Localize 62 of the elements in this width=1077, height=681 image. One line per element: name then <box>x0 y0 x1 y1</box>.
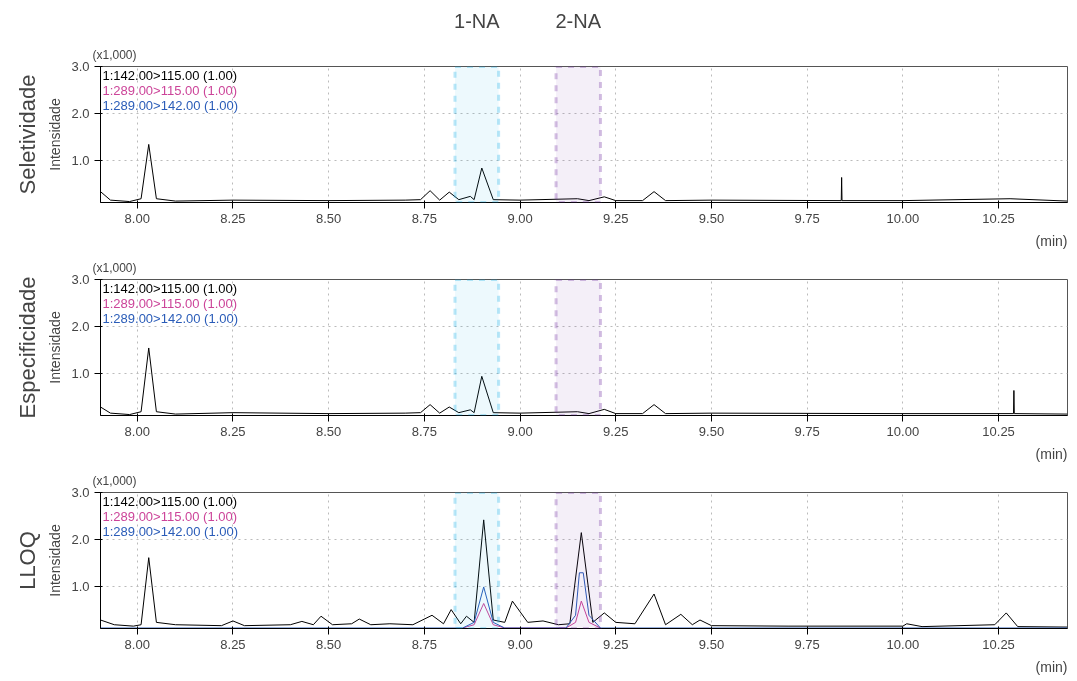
x-tick-label: 8.50 <box>316 210 342 226</box>
text: Especificidade <box>14 276 40 419</box>
x-tick-label: 8.50 <box>316 423 342 439</box>
x-tick-label: 9.75 <box>794 636 820 652</box>
text: Seletividade <box>14 74 40 195</box>
x-tick-label: 8.25 <box>220 423 246 439</box>
legend-label: 1:289.00>115.00 (1.00) <box>102 82 238 98</box>
x-tick-label: 9.50 <box>698 636 725 652</box>
legend-label: 1:289.00>142.00 (1.00) <box>102 97 239 113</box>
y-axis-title: Intensidade <box>47 98 64 171</box>
text: 1:142.00>115.00 (1.00) <box>102 493 238 509</box>
text: 1:142.00>115.00 (1.00) <box>102 67 238 83</box>
x-tick-label: 9.75 <box>794 423 820 439</box>
legend-label: 1:289.00>115.00 (1.00) <box>102 295 238 311</box>
y-tick-label: 1.0 <box>71 366 90 382</box>
x-tick-label: 8.00 <box>124 210 150 226</box>
x-axis-title: (min) <box>1035 658 1068 675</box>
x-tick-label: 8.75 <box>411 210 438 226</box>
x-tick-label: 8.50 <box>316 636 342 652</box>
text: (x1,000) <box>92 47 137 62</box>
text: (x1,000) <box>92 260 137 275</box>
x-tick-label: 10.00 <box>886 423 920 439</box>
y-tick-label: 2.0 <box>71 532 90 548</box>
y-tick-label: 3.0 <box>71 272 90 287</box>
y-axis-title: Intensidade <box>47 311 64 384</box>
y-tick-label: 2.0 <box>71 106 90 122</box>
band-label: 1-NA <box>454 9 501 32</box>
x-tick-label: 8.75 <box>411 423 438 439</box>
x-tick-label: 8.25 <box>220 210 246 226</box>
text: 1:289.00>142.00 (1.00) <box>102 523 239 539</box>
x-tick-label: 9.50 <box>698 210 725 226</box>
legend-label: 1:289.00>142.00 (1.00) <box>102 310 239 326</box>
x-axis-title: (min) <box>1035 445 1068 462</box>
text: LLOQ <box>14 531 40 590</box>
y-tick-label: 2.0 <box>71 319 90 335</box>
x-tick-label: 10.00 <box>886 636 920 652</box>
text: 1:289.00>115.00 (1.00) <box>102 508 238 524</box>
x-tick-label: 9.75 <box>794 210 820 226</box>
y-tick-label: 1.0 <box>71 579 90 595</box>
x-tick-label: 10.25 <box>982 636 1015 652</box>
x-tick-label: 9.00 <box>507 636 533 652</box>
x-axis-title: (min) <box>1035 232 1068 249</box>
text: 1:142.00>115.00 (1.00) <box>102 280 238 296</box>
x-tick-label: 9.25 <box>603 423 629 439</box>
y-axis-title: Intensidade <box>47 524 64 597</box>
x-tick-label: 8.25 <box>220 636 246 652</box>
x-tick-label: 10.00 <box>886 210 920 226</box>
x-tick-label: 8.00 <box>124 423 150 439</box>
x-tick-label: 8.00 <box>124 636 150 652</box>
y-tick-label: 3.0 <box>71 485 90 500</box>
x-tick-label: 9.00 <box>507 423 533 439</box>
x-tick-label: 9.25 <box>603 210 629 226</box>
x-tick-label: 8.75 <box>411 636 438 652</box>
x-tick-label: 9.00 <box>507 210 533 226</box>
y-tick-label: 3.0 <box>71 59 90 74</box>
band-label: 2-NA <box>555 9 602 32</box>
x-tick-label: 10.25 <box>982 423 1015 439</box>
x-tick-label: 10.25 <box>982 210 1015 226</box>
y-tick-label: 1.0 <box>71 153 90 169</box>
text: (x1,000) <box>92 473 137 488</box>
x-tick-label: 9.25 <box>603 636 629 652</box>
x-tick-label: 9.50 <box>698 423 725 439</box>
